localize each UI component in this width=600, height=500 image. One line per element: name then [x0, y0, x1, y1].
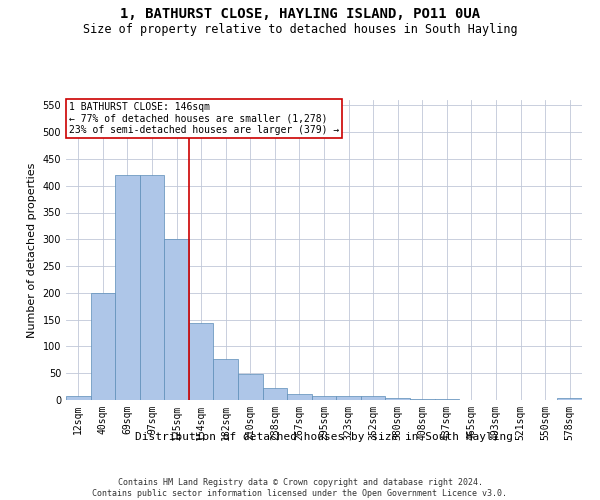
Bar: [214, 359, 238, 400]
Bar: [66, 396, 91, 400]
Bar: [91, 293, 115, 400]
Bar: [361, 396, 385, 400]
Bar: [238, 374, 263, 400]
Bar: [115, 175, 140, 400]
Bar: [164, 240, 189, 400]
Bar: [557, 398, 582, 400]
Bar: [385, 398, 410, 400]
Bar: [336, 396, 361, 400]
Text: Distribution of detached houses by size in South Hayling: Distribution of detached houses by size …: [135, 432, 513, 442]
Bar: [287, 394, 312, 400]
Bar: [189, 324, 214, 400]
Bar: [140, 175, 164, 400]
Text: 1, BATHURST CLOSE, HAYLING ISLAND, PO11 0UA: 1, BATHURST CLOSE, HAYLING ISLAND, PO11 …: [120, 8, 480, 22]
Text: Size of property relative to detached houses in South Hayling: Size of property relative to detached ho…: [83, 22, 517, 36]
Bar: [312, 396, 336, 400]
Text: Contains HM Land Registry data © Crown copyright and database right 2024.
Contai: Contains HM Land Registry data © Crown c…: [92, 478, 508, 498]
Bar: [410, 399, 434, 400]
Bar: [263, 388, 287, 400]
Text: 1 BATHURST CLOSE: 146sqm
← 77% of detached houses are smaller (1,278)
23% of sem: 1 BATHURST CLOSE: 146sqm ← 77% of detach…: [68, 102, 339, 134]
Y-axis label: Number of detached properties: Number of detached properties: [27, 162, 37, 338]
